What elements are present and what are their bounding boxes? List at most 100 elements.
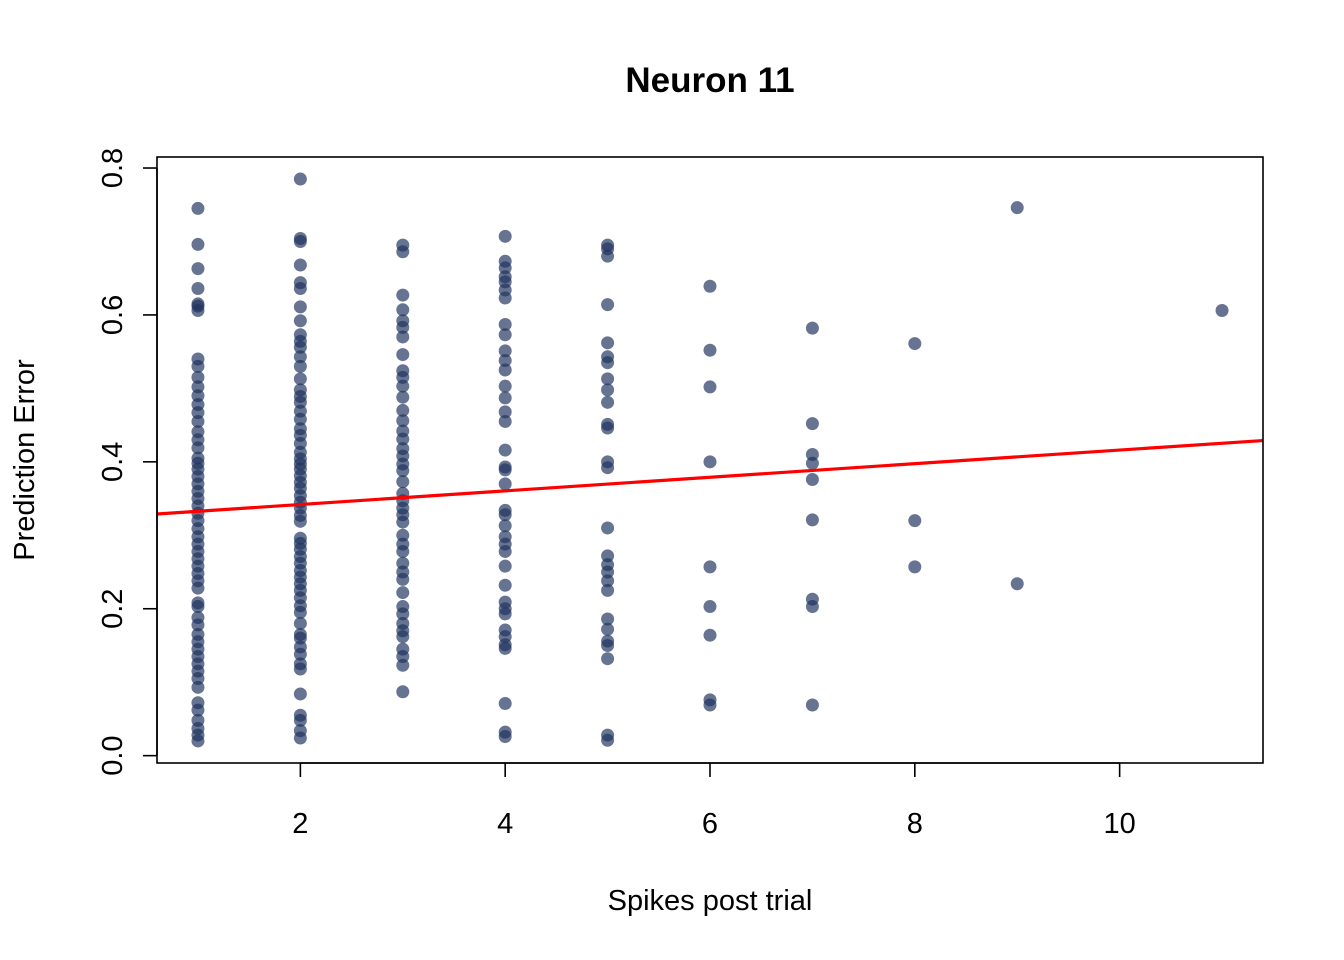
- data-point: [908, 560, 922, 574]
- data-point: [293, 616, 307, 630]
- data-point: [703, 380, 717, 394]
- data-point: [601, 372, 615, 386]
- data-point: [498, 607, 512, 621]
- data-point: [293, 258, 307, 272]
- data-point: [1010, 201, 1024, 215]
- data-point: [498, 229, 512, 243]
- data-point: [396, 403, 410, 417]
- data-point: [396, 330, 410, 344]
- data-point: [191, 304, 205, 318]
- data-point: [703, 628, 717, 642]
- data-point: [396, 475, 410, 489]
- data-point: [1215, 304, 1229, 318]
- data-point: [498, 405, 512, 419]
- data-point: [293, 300, 307, 314]
- x-tick-label: 8: [907, 808, 923, 840]
- data-point: [191, 441, 205, 455]
- chart-title: Neuron 11: [625, 61, 794, 100]
- data-point: [191, 680, 205, 694]
- data-point: [293, 172, 307, 186]
- data-point: [601, 652, 615, 666]
- data-point: [601, 521, 615, 535]
- data-point: [293, 314, 307, 328]
- data-point: [191, 201, 205, 215]
- data-point: [805, 417, 819, 431]
- data-point: [293, 662, 307, 676]
- data-point: [908, 514, 922, 528]
- data-point: [293, 713, 307, 727]
- y-axis-label: Prediction Error: [9, 359, 41, 561]
- data-point: [805, 456, 819, 470]
- data-point: [601, 336, 615, 350]
- data-point: [601, 356, 615, 370]
- data-point: [293, 234, 307, 248]
- data-point: [293, 605, 307, 619]
- data-point: [601, 622, 615, 636]
- data-point: [908, 337, 922, 351]
- data-point: [498, 463, 512, 477]
- data-point: [498, 697, 512, 710]
- data-point: [601, 612, 615, 626]
- data-point: [396, 464, 410, 478]
- data-point: [498, 391, 512, 405]
- data-point: [703, 279, 717, 293]
- data-point: [498, 477, 512, 491]
- data-point: [191, 414, 205, 428]
- data-point: [805, 698, 819, 712]
- data-point: [191, 281, 205, 295]
- data-point: [191, 618, 205, 632]
- data-point: [805, 472, 819, 486]
- data-point: [498, 344, 512, 358]
- data-point: [601, 383, 615, 397]
- data-point: [396, 288, 410, 302]
- x-tick-label: 2: [292, 808, 308, 840]
- data-point: [703, 560, 717, 574]
- data-point: [601, 395, 615, 409]
- data-point: [396, 414, 410, 428]
- data-point: [805, 513, 819, 527]
- data-point: [601, 733, 615, 747]
- data-point: [396, 432, 410, 446]
- data-point: [191, 262, 205, 276]
- x-tick-label: 10: [1103, 808, 1135, 840]
- x-axis-label: Spikes post trial: [608, 885, 813, 917]
- data-point: [293, 350, 307, 364]
- y-axis: 0.0 0.2 0.4 0.6 0.8: [97, 148, 158, 776]
- x-tick-label: 6: [702, 808, 718, 840]
- data-point: [396, 607, 410, 621]
- data-point: [191, 703, 205, 717]
- data-point: [601, 638, 615, 652]
- data-point: [601, 421, 615, 435]
- data-point: [601, 574, 615, 588]
- y-tick-label: 0.2: [97, 589, 129, 629]
- data-point: [396, 379, 410, 393]
- data-point: [396, 572, 410, 586]
- y-tick-label: 0.8: [97, 148, 129, 188]
- data-point: [191, 600, 205, 614]
- data-point: [703, 600, 717, 614]
- data-point: [498, 730, 512, 744]
- data-point: [498, 641, 512, 655]
- points-layer: [191, 172, 1229, 748]
- regression-line: [156, 438, 1264, 516]
- data-point: [396, 685, 410, 699]
- data-point: [191, 359, 205, 373]
- data-point: [498, 328, 512, 342]
- data-point: [396, 303, 410, 317]
- data-point: [396, 544, 410, 558]
- data-point: [293, 412, 307, 426]
- data-point: [191, 734, 205, 748]
- data-point: [191, 237, 205, 251]
- data-point: [396, 245, 410, 259]
- data-point: [396, 658, 410, 672]
- data-point: [293, 372, 307, 386]
- data-point: [498, 544, 512, 558]
- data-point: [703, 698, 717, 712]
- data-point: [396, 320, 410, 334]
- data-point: [498, 291, 512, 305]
- data-point: [396, 348, 410, 362]
- data-point: [498, 379, 512, 393]
- data-point: [601, 298, 615, 312]
- data-point: [396, 630, 410, 644]
